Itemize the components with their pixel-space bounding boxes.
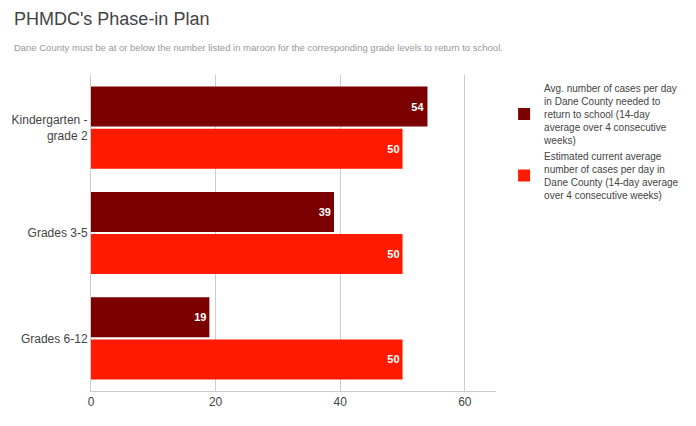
svg-text:60: 60 xyxy=(458,395,472,409)
svg-text:Grades 3-5: Grades 3-5 xyxy=(28,226,88,240)
svg-text:Grades 6-12: Grades 6-12 xyxy=(21,332,88,346)
svg-text:Kindergarten -grade 2: Kindergarten -grade 2 xyxy=(12,113,88,143)
svg-text:50: 50 xyxy=(387,353,399,365)
svg-text:Dane County must be at or belo: Dane County must be at or below the numb… xyxy=(14,42,503,53)
svg-text:PHMDC's Phase-in Plan: PHMDC's Phase-in Plan xyxy=(14,9,210,29)
svg-text:39: 39 xyxy=(319,206,331,218)
svg-text:Avg. number of cases per dayin: Avg. number of cases per dayin Dane Coun… xyxy=(543,83,677,146)
svg-text:54: 54 xyxy=(411,101,424,113)
svg-text:20: 20 xyxy=(209,395,223,409)
svg-text:40: 40 xyxy=(334,395,348,409)
svg-text:50: 50 xyxy=(387,248,399,260)
svg-text:50: 50 xyxy=(387,143,399,155)
svg-text:Estimated current averagenumbe: Estimated current averagenumber of cases… xyxy=(544,151,678,201)
svg-text:0: 0 xyxy=(88,395,95,409)
svg-text:19: 19 xyxy=(194,311,206,323)
